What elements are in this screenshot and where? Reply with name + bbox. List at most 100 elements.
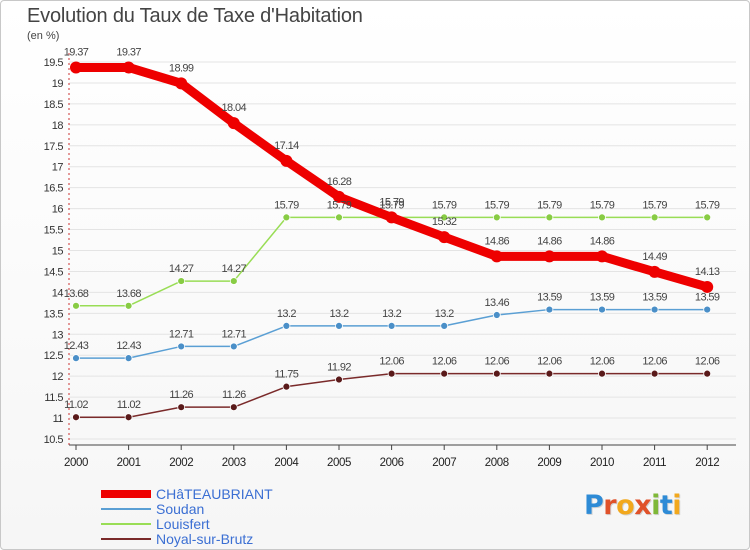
logo-letter: P [584, 490, 604, 521]
data-point [438, 231, 451, 244]
data-point [492, 311, 501, 319]
x-tick-label: 2009 [537, 457, 561, 469]
data-point [72, 301, 80, 310]
data-label: 13.59 [695, 292, 720, 304]
data-point [229, 277, 238, 285]
data-label: 12.06 [432, 356, 457, 368]
data-point [387, 321, 396, 330]
data-point [703, 305, 712, 314]
data-point [72, 354, 80, 363]
x-tick-label: 2000 [64, 457, 88, 469]
y-tick-label: 17 [52, 162, 64, 174]
legend-label: CHâTEAUBRIANT [156, 486, 273, 502]
data-label: 18.04 [222, 102, 247, 114]
data-label: 15.79 [379, 196, 404, 208]
data-label: 11.92 [327, 362, 351, 374]
logo-letter: t [659, 490, 673, 521]
data-point [229, 342, 238, 351]
data-point [124, 354, 133, 363]
data-labels: 13.68 13.68 14.27 14.27 15.79 15.79 15.79 15.79… [64, 46, 721, 411]
data-label: 13.68 [64, 288, 89, 300]
logo-letter: o [616, 490, 635, 521]
y-tick-label: 11 [53, 413, 64, 425]
proxiti-logo[interactable]: Proxiti [584, 490, 682, 521]
logo-letter: i [651, 490, 660, 521]
data-point [648, 265, 661, 278]
data-label: 12.71 [222, 328, 247, 340]
data-point [70, 61, 82, 74]
data-point [282, 321, 291, 330]
data-label: 13.68 [116, 288, 141, 300]
data-label: 15.79 [695, 199, 720, 211]
data-label: 15.79 [274, 199, 299, 211]
data-label: 11.02 [117, 399, 141, 411]
data-point [280, 154, 293, 167]
data-label: 15.79 [537, 199, 562, 211]
data-label: 12.06 [590, 356, 615, 368]
data-label: 11.26 [169, 389, 193, 401]
data-point [282, 213, 291, 222]
data-label: 15.79 [379, 199, 404, 211]
data-point [545, 369, 554, 378]
data-label: 12.43 [116, 340, 141, 352]
legend-swatch [101, 538, 151, 540]
data-point [650, 213, 659, 222]
data-label: 14.49 [642, 251, 667, 263]
data-label: 11.75 [275, 369, 299, 381]
data-point [490, 250, 503, 263]
x-tick-label: 2011 [643, 457, 666, 469]
data-label: 12.43 [64, 340, 89, 352]
data-label: 11.02 [64, 399, 88, 411]
data-point [543, 250, 556, 263]
y-tick-label: 13 [52, 329, 64, 341]
data-point [227, 117, 240, 130]
data-point [385, 211, 398, 224]
data-point [177, 277, 186, 285]
legend-label: Noyal-sur-Brutz [156, 531, 254, 547]
data-label: 15.79 [590, 199, 615, 211]
data-label: 16.28 [327, 176, 352, 188]
data-label: 12.06 [537, 356, 562, 368]
data-point [335, 375, 343, 384]
data-label: 15.79 [642, 199, 667, 211]
grid-lines [69, 61, 736, 440]
y-tick-label: 15.5 [44, 225, 64, 237]
data-label: 15.79 [327, 199, 352, 211]
x-tick-label: 2010 [590, 457, 614, 469]
data-point [440, 213, 449, 222]
legend-label: Louisfert [156, 516, 210, 532]
data-label: 13.59 [537, 292, 562, 304]
data-point [440, 321, 449, 330]
y-tick-label: 19.5 [44, 57, 64, 69]
data-point [124, 301, 133, 310]
data-label: 12.06 [485, 356, 510, 368]
data-point [387, 369, 396, 378]
data-label: 13.59 [590, 292, 615, 304]
data-point [492, 213, 501, 222]
x-tick-label: 2005 [327, 457, 351, 469]
data-point [282, 382, 291, 391]
legend-swatch [101, 508, 151, 510]
data-point [701, 280, 714, 293]
x-tick-label: 2004 [274, 457, 299, 469]
data-point [598, 305, 606, 314]
data-label: 13.2 [435, 308, 454, 320]
data-point [122, 61, 135, 74]
data-point [650, 305, 659, 314]
y-tick-label: 13.5 [44, 308, 64, 320]
data-point [335, 321, 343, 330]
y-tick-label: 11.5 [44, 392, 63, 404]
data-label: 12.06 [695, 356, 720, 368]
series-lines [70, 61, 714, 422]
data-point [598, 369, 606, 378]
y-tick-label: 10.5 [44, 434, 64, 446]
data-point [333, 190, 345, 203]
series-line [71, 62, 712, 292]
data-point [72, 413, 80, 422]
x-tick-label: 2007 [432, 457, 456, 469]
data-label: 15.79 [432, 199, 457, 211]
data-point [492, 369, 501, 378]
data-label: 17.14 [274, 140, 299, 152]
